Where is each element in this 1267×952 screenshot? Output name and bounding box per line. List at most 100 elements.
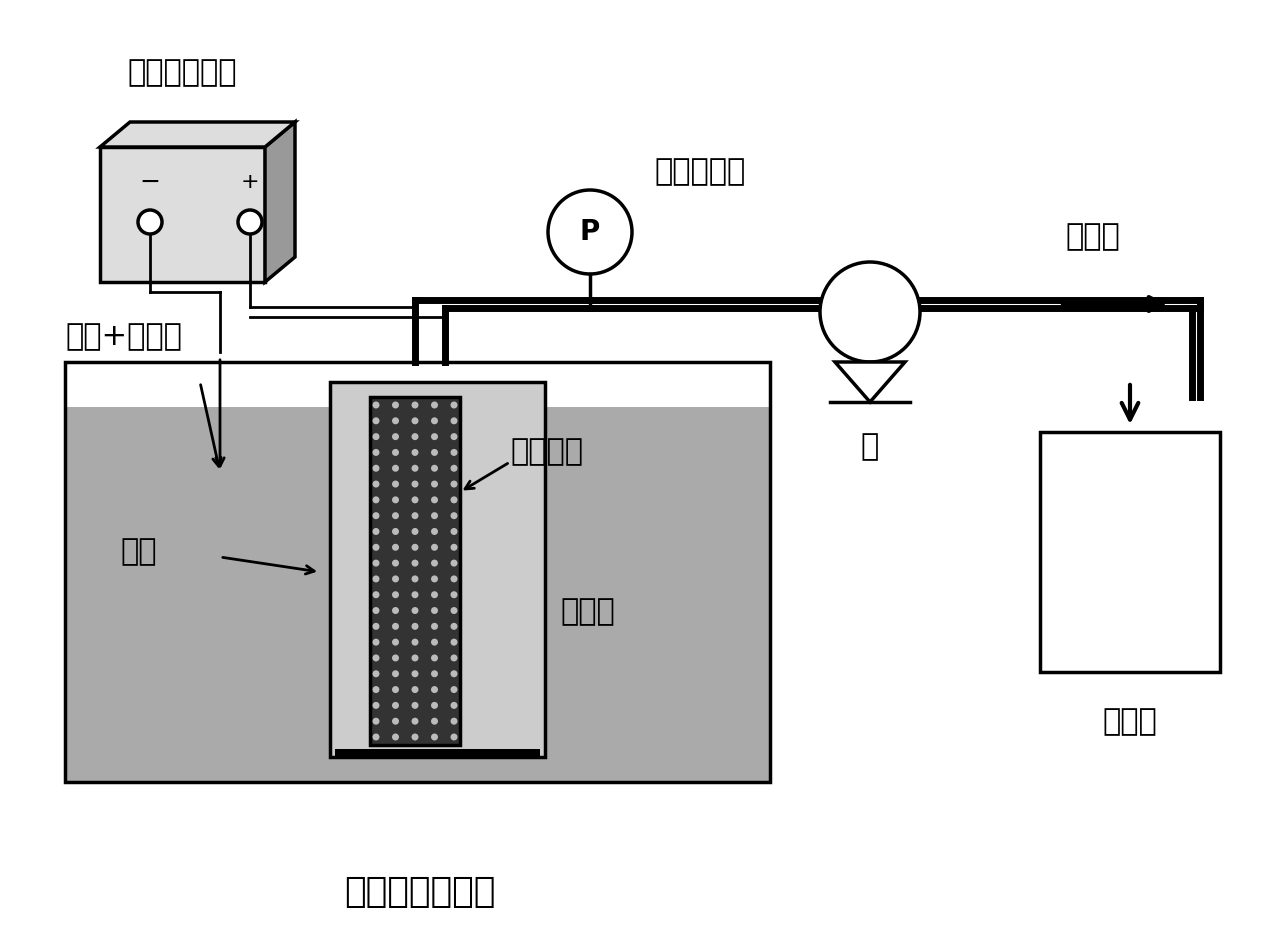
Text: 直流稳压电源: 直流稳压电源 [128,58,237,87]
Circle shape [372,560,380,566]
Circle shape [431,449,438,456]
Circle shape [412,417,418,425]
Circle shape [372,528,380,535]
Circle shape [372,654,380,662]
Circle shape [412,654,418,662]
Circle shape [412,544,418,551]
Circle shape [451,417,457,425]
Circle shape [392,670,399,677]
Circle shape [372,591,380,598]
Circle shape [549,190,632,274]
Circle shape [412,433,418,440]
Circle shape [412,718,418,724]
Circle shape [431,623,438,630]
Circle shape [431,607,438,614]
Circle shape [451,449,457,456]
Circle shape [392,544,399,551]
Circle shape [392,496,399,504]
Text: 电催化膜: 电催化膜 [511,438,583,466]
Circle shape [392,718,399,724]
Circle shape [431,481,438,487]
Circle shape [372,607,380,614]
Circle shape [431,670,438,677]
Circle shape [431,733,438,741]
Circle shape [392,481,399,487]
Text: 反应液: 反应液 [560,598,614,626]
Circle shape [451,733,457,741]
Circle shape [392,528,399,535]
Circle shape [392,686,399,693]
Circle shape [412,560,418,566]
Circle shape [431,433,438,440]
Circle shape [372,402,380,408]
Bar [65,362,770,407]
Circle shape [451,496,457,504]
Text: −: − [139,170,161,194]
Bar [65,407,770,782]
Polygon shape [100,122,295,147]
Circle shape [372,481,380,487]
Circle shape [392,623,399,630]
Circle shape [451,433,457,440]
Circle shape [392,591,399,598]
Circle shape [431,575,438,583]
Circle shape [451,544,457,551]
Circle shape [412,402,418,408]
Circle shape [392,512,399,519]
Bar [1040,432,1220,672]
Circle shape [412,686,418,693]
Text: 透过液: 透过液 [1066,223,1120,251]
Circle shape [431,718,438,724]
Text: 泵: 泵 [860,432,879,461]
Circle shape [412,528,418,535]
Circle shape [451,512,457,519]
Text: 阴极: 阴极 [120,538,157,566]
Circle shape [431,560,438,566]
Circle shape [820,262,920,362]
Circle shape [372,465,380,472]
Circle shape [412,607,418,614]
Circle shape [451,702,457,709]
Circle shape [392,733,399,741]
Circle shape [451,575,457,583]
Circle shape [431,686,438,693]
Circle shape [392,639,399,645]
Circle shape [412,465,418,472]
Circle shape [431,654,438,662]
Circle shape [451,670,457,677]
Circle shape [451,654,457,662]
Text: 醛或酸: 醛或酸 [1102,707,1157,736]
Circle shape [412,623,418,630]
Circle shape [372,702,380,709]
Circle shape [372,496,380,504]
Circle shape [372,670,380,677]
Text: 电催化膜反应器: 电催化膜反应器 [345,875,495,909]
Bar [65,362,770,782]
Text: 真空压力表: 真空压力表 [654,157,745,187]
Circle shape [412,575,418,583]
Circle shape [392,449,399,456]
Circle shape [412,591,418,598]
Circle shape [412,670,418,677]
Circle shape [412,496,418,504]
Circle shape [412,449,418,456]
Bar [100,147,265,282]
Circle shape [372,449,380,456]
Circle shape [372,718,380,724]
Circle shape [431,639,438,645]
Circle shape [392,465,399,472]
Bar [334,749,540,757]
Circle shape [392,607,399,614]
Text: +: + [241,172,260,192]
Circle shape [431,496,438,504]
Bar [370,397,460,745]
Circle shape [372,686,380,693]
Circle shape [372,544,380,551]
Circle shape [451,718,457,724]
Circle shape [451,623,457,630]
Circle shape [431,702,438,709]
Text: P: P [580,218,601,246]
Circle shape [431,528,438,535]
Circle shape [451,607,457,614]
Circle shape [431,512,438,519]
